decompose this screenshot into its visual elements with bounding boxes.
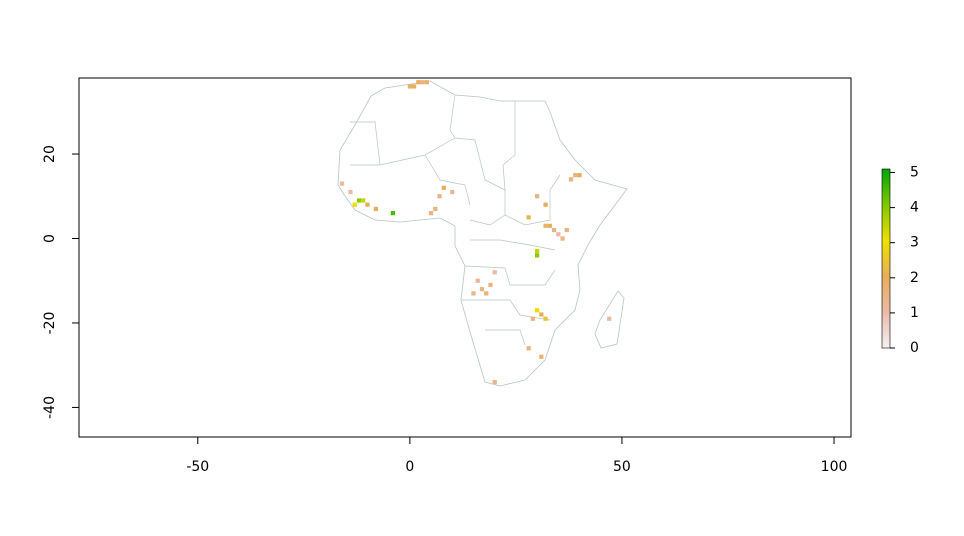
- raster-cell: [479, 287, 485, 292]
- raster-cell: [539, 354, 544, 359]
- raster-cell: [471, 291, 476, 296]
- raster-cell: [407, 84, 412, 89]
- country-borders: [350, 94, 561, 346]
- basemap: [337, 80, 628, 387]
- raster-cell: [560, 236, 565, 241]
- raster-cell: [424, 80, 429, 85]
- legend-tick-label: 5: [910, 165, 919, 181]
- africa-outline: [337, 80, 628, 387]
- raster-cell: [484, 291, 489, 296]
- raster-cell: [526, 346, 531, 351]
- legend-colorbar: [881, 168, 891, 349]
- raster-cell: [530, 316, 535, 321]
- legend-tick-label: 0: [910, 340, 919, 356]
- raster-cell: [361, 198, 366, 203]
- raster-cell: [556, 232, 561, 237]
- raster-cell: [356, 198, 362, 203]
- raster-cell: [365, 202, 370, 207]
- raster-cell: [534, 249, 540, 254]
- raster-cell: [339, 181, 345, 186]
- raster-cell: [450, 189, 455, 195]
- raster-cell: [573, 173, 578, 178]
- raster-cell: [390, 211, 396, 216]
- x-tick-label: 50: [613, 459, 631, 475]
- raster-cell: [433, 206, 438, 212]
- raster-cell: [420, 80, 425, 85]
- legend-tick-label: 4: [910, 200, 919, 216]
- raster-cell: [543, 223, 548, 228]
- raster-cell: [534, 194, 540, 199]
- x-tick-label: -50: [186, 459, 209, 475]
- raster-cell: [543, 202, 548, 207]
- raster-cell: [539, 312, 544, 317]
- raster-cell: [348, 189, 353, 195]
- raster-cell: [492, 379, 497, 385]
- raster-cell: [564, 227, 569, 233]
- raster-cells: [339, 80, 612, 385]
- raster-cell: [526, 215, 531, 220]
- raster-cell: [568, 177, 574, 182]
- raster-cell: [373, 206, 379, 212]
- raster-cell: [551, 227, 557, 233]
- raster-cell: [534, 308, 540, 313]
- y-tick-label: 20: [42, 145, 58, 163]
- raster-cell: [547, 223, 552, 228]
- y-tick-label: -20: [42, 312, 58, 335]
- plot-box: [78, 77, 852, 438]
- x-tick-label: 0: [405, 459, 414, 475]
- raster-cell: [475, 278, 480, 283]
- raster-cell: [607, 316, 612, 321]
- raster-cell: [577, 173, 582, 178]
- x-tick-label: 100: [821, 459, 848, 475]
- y-tick-label: 0: [42, 234, 58, 243]
- legend-tick-label: 3: [910, 235, 919, 251]
- y-tick-label: -40: [42, 396, 58, 419]
- raster-cell: [441, 185, 446, 190]
- raster-cell: [492, 270, 497, 275]
- raster-cell: [352, 202, 357, 207]
- raster-cell: [543, 316, 548, 321]
- raster-cell: [411, 84, 417, 89]
- raster-cell: [428, 211, 434, 216]
- raster-cell: [534, 253, 540, 258]
- raster-cell: [488, 282, 493, 288]
- raster-cell: [437, 194, 442, 199]
- legend-tick-label: 2: [910, 270, 919, 286]
- raster-cell: [416, 80, 421, 85]
- legend-tick-label: 1: [910, 305, 919, 321]
